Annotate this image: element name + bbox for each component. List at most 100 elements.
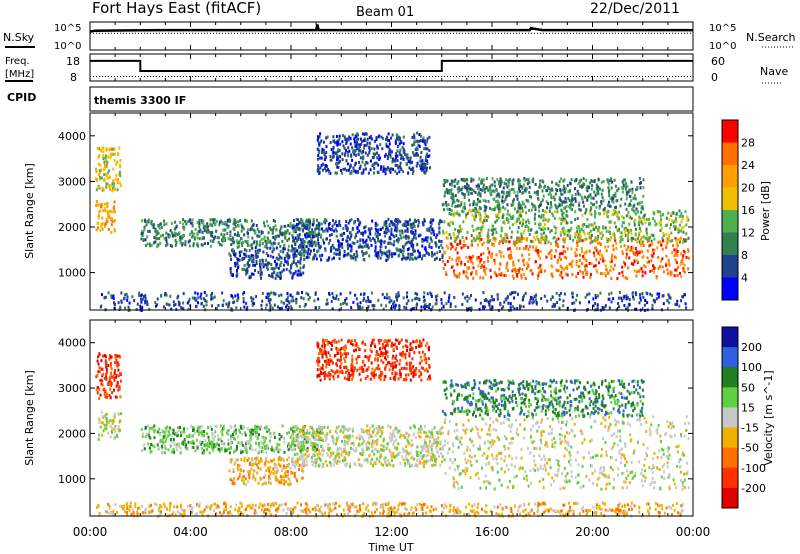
data-cell	[493, 237, 496, 241]
data-cell	[304, 233, 306, 237]
data-cell	[461, 303, 464, 306]
data-cell	[177, 294, 180, 298]
data-cell	[521, 253, 524, 257]
data-cell	[458, 186, 461, 189]
data-cell	[438, 226, 441, 230]
data-cell	[515, 194, 518, 198]
data-cell	[603, 259, 606, 263]
data-cell	[396, 159, 399, 162]
data-cell	[352, 150, 354, 154]
data-cell	[412, 231, 415, 235]
data-cell	[175, 225, 178, 229]
data-cell	[259, 259, 261, 263]
data-cell	[465, 213, 468, 217]
data-cell	[435, 243, 438, 247]
data-cell	[523, 228, 526, 232]
data-cell	[617, 217, 620, 221]
data-cell	[117, 412, 120, 416]
data-cell	[110, 210, 113, 214]
data-cell	[559, 189, 562, 193]
data-cell	[498, 267, 501, 271]
data-cell	[608, 204, 611, 208]
data-cell	[417, 224, 420, 228]
data-cell	[208, 445, 211, 448]
data-cell	[416, 302, 419, 306]
data-cell	[373, 304, 376, 308]
data-cell	[191, 218, 194, 222]
data-cell	[640, 267, 643, 270]
data-cell	[262, 442, 265, 446]
data-cell	[349, 137, 352, 141]
data-cell	[325, 145, 328, 149]
data-cell	[299, 266, 302, 270]
data-cell	[580, 178, 583, 182]
data-cell	[308, 431, 311, 435]
data-cell	[428, 149, 431, 152]
data-cell	[281, 270, 283, 274]
data-cell	[622, 260, 625, 264]
data-cell	[498, 250, 501, 253]
data-cell	[234, 261, 237, 265]
data-cell	[329, 238, 332, 242]
data-cell	[519, 203, 522, 207]
data-cell	[470, 259, 473, 262]
data-cell	[685, 223, 688, 227]
data-cell	[548, 251, 551, 254]
data-cell	[411, 253, 414, 257]
data-cell	[678, 238, 680, 242]
data-cell	[438, 250, 441, 253]
data-cell	[275, 447, 278, 450]
data-cell	[537, 223, 540, 227]
data-cell	[542, 194, 545, 198]
data-cell	[196, 236, 199, 240]
data-cell	[486, 236, 489, 240]
data-cell	[217, 240, 220, 244]
data-cell	[419, 155, 422, 159]
data-cell	[109, 209, 112, 213]
data-cell	[562, 249, 565, 253]
data-cell	[108, 379, 111, 383]
data-cell	[403, 305, 406, 309]
data-cell	[590, 240, 593, 244]
data-cell	[443, 181, 446, 185]
data-cell	[625, 207, 628, 211]
data-cell	[361, 245, 363, 249]
data-cell	[595, 239, 598, 243]
data-cell	[220, 243, 223, 247]
data-cell	[277, 258, 280, 262]
data-cell	[338, 149, 341, 153]
data-cell	[455, 274, 458, 278]
data-cell	[356, 230, 359, 234]
data-cell	[286, 255, 289, 258]
data-cell	[632, 237, 635, 240]
noise-tick-left-bottom: 10^0	[54, 41, 81, 52]
data-cell	[416, 131, 418, 135]
data-cell	[359, 137, 362, 141]
data-cell	[229, 237, 232, 241]
data-cell	[111, 391, 114, 395]
data-cell	[675, 248, 678, 252]
data-cell	[389, 170, 392, 174]
data-cell	[503, 181, 506, 185]
data-cell	[610, 186, 613, 190]
data-cell	[232, 222, 235, 226]
data-cell	[317, 148, 320, 152]
data-cell	[100, 203, 103, 207]
data-cell	[449, 220, 452, 224]
data-cell	[554, 210, 557, 214]
data-cell	[95, 170, 98, 174]
data-cell	[581, 227, 583, 231]
data-cell	[438, 258, 441, 261]
data-cell	[233, 232, 236, 236]
data-cell	[208, 451, 211, 455]
data-cell	[372, 155, 375, 159]
data-cell	[578, 179, 581, 183]
data-cell	[156, 237, 159, 241]
data-cell	[265, 296, 268, 299]
data-cell	[407, 171, 410, 175]
data-cell	[426, 166, 428, 170]
data-cell	[417, 143, 420, 147]
data-cell	[323, 150, 325, 154]
data-cell	[260, 237, 263, 241]
data-cell	[213, 237, 216, 240]
